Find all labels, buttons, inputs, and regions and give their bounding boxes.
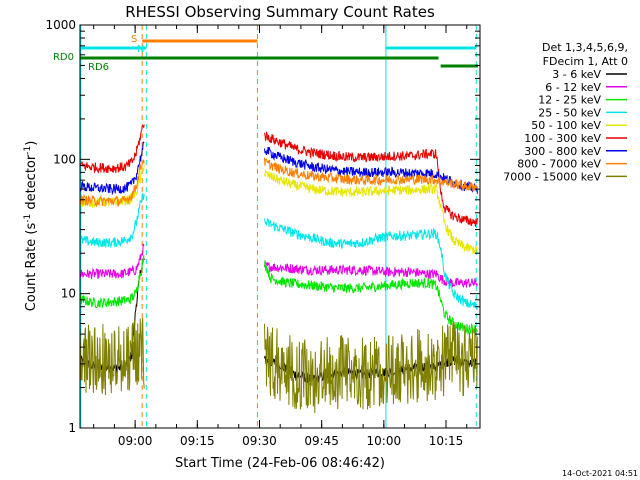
y-tick-label: 1000 — [45, 18, 76, 32]
x-tick-label: 09:45 — [304, 434, 339, 448]
series-300-800-kev — [79, 141, 478, 196]
legend-label-6-12-kev: 6 - 12 keV — [545, 81, 601, 94]
series-25-50-kev — [79, 193, 478, 311]
legend-label-50-100-kev: 50 - 100 keV — [531, 119, 601, 132]
legend-header-line-2: FDecim 1, Att 0 — [543, 55, 628, 68]
y-axis-label: Count Rate (s-1 detector-1) — [23, 141, 39, 312]
x-axis-label: Start Time (24-Feb-06 08:46:42) — [175, 456, 385, 471]
series-6-12-kev — [79, 243, 478, 288]
y-tick-label: 1 — [68, 421, 76, 435]
legend-header-line-1: Det 1,3,4,5,6,9, — [542, 41, 628, 54]
x-tick-label: 09:00 — [118, 434, 153, 448]
series-12-25-kev — [79, 255, 478, 336]
y-tick-label: 100 — [53, 152, 76, 166]
series-50-100-kev — [79, 164, 478, 254]
x-tick-label: 09:30 — [242, 434, 277, 448]
series-layer — [79, 124, 478, 414]
series-100-300-kev — [79, 124, 478, 227]
legend-label-100-300-kev: 100 - 300 keV — [524, 132, 601, 145]
flag-label-rd6: RD6 — [88, 62, 109, 73]
x-tick-label: 10:15 — [429, 434, 464, 448]
chart-title: RHESSI Observing Summary Count Rates — [125, 3, 435, 21]
flag-label-s: S — [131, 34, 137, 45]
legend-label-12-25-kev: 12 - 25 keV — [538, 94, 601, 107]
y-axis-ticks: 1 10 100 1000 — [45, 18, 480, 435]
annotation-layer: SN RD0 RD6 — [53, 34, 478, 73]
x-axis-ticks: 09:00 09:15 09:30 09:45 10:00 10:15 — [93, 25, 468, 448]
footer-timestamp: 14-Oct-2021 04:51 — [562, 469, 638, 478]
flag-label-n: N — [137, 44, 144, 55]
legend-label-7000-15000-kev: 7000 - 15000 keV — [503, 170, 601, 183]
x-tick-label: 09:15 — [180, 434, 215, 448]
flag-label-rd0: RD0 — [53, 52, 74, 63]
y-tick-label: 10 — [61, 287, 76, 301]
legend-label-800-7000-kev: 800 - 7000 keV — [517, 158, 601, 171]
legend-label-3-6-kev: 3 - 6 keV — [552, 68, 601, 81]
series-800-7000-kev — [79, 157, 478, 208]
legend-label-300-800-kev: 300 - 800 keV — [524, 145, 601, 158]
series-7000-15000-kev — [79, 317, 478, 414]
legend-label-25-50-kev: 25 - 50 keV — [538, 106, 601, 119]
x-tick-label: 10:00 — [367, 434, 402, 448]
legend: Det 1,3,4,5,6,9, FDecim 1, Att 0 3 - 6 k… — [503, 41, 628, 183]
